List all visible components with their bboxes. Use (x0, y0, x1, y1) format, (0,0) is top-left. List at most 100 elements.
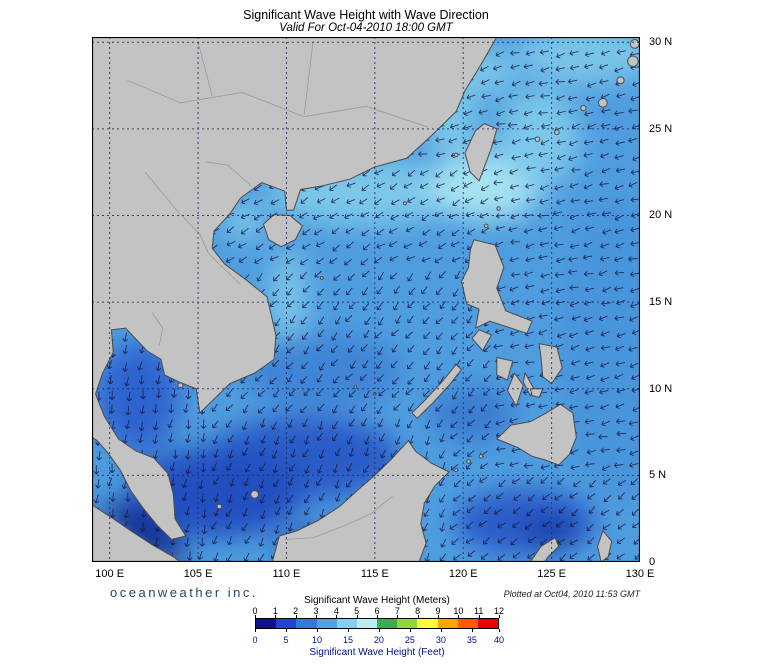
wave-direction-arrow (527, 552, 536, 559)
wave-direction-arrow (376, 286, 383, 295)
wave-direction-arrow (468, 405, 476, 414)
lon-label: 105 E (183, 568, 213, 580)
wave-direction-arrow (125, 492, 131, 502)
wave-direction-arrow (615, 361, 625, 367)
wave-direction-arrow (405, 388, 414, 395)
wave-direction-arrow (124, 419, 131, 430)
wave-direction-arrow (617, 523, 626, 530)
map-title: Significant Wave Height with Wave Direct… (243, 8, 489, 22)
wave-direction-arrow (628, 181, 638, 188)
wave-direction-arrow (539, 49, 550, 55)
wave-direction-arrow (616, 93, 626, 99)
legend-tick-mark (347, 629, 349, 632)
wave-direction-arrow (333, 375, 340, 384)
wave-direction-arrow (361, 418, 368, 427)
wave-direction-arrow (453, 494, 461, 502)
small-island (484, 224, 488, 227)
wave-direction-arrow (377, 271, 384, 281)
wave-direction-arrow (600, 376, 610, 383)
wave-direction-arrow (614, 373, 624, 380)
wave-direction-arrow (273, 389, 280, 398)
wave-direction-arrow (538, 403, 548, 410)
legend-meters-tick: 10 (453, 606, 464, 616)
wave-direction-arrow (569, 539, 579, 546)
wave-direction-arrow (569, 183, 579, 189)
wave-direction-arrow (364, 435, 370, 445)
wave-direction-arrow (201, 524, 208, 535)
wave-direction-arrow (272, 288, 280, 297)
wave-direction-arrow (301, 332, 309, 340)
wave-direction-arrow (287, 333, 295, 341)
wave-direction-arrow (434, 257, 443, 264)
wave-direction-arrow (362, 464, 370, 473)
wave-direction-arrow (583, 139, 594, 146)
wave-direction-arrow (424, 361, 431, 370)
wave-direction-arrow (496, 121, 506, 127)
wave-direction-arrow (569, 301, 579, 308)
wave-direction-arrow (509, 330, 519, 337)
wave-direction-arrow (302, 301, 310, 309)
wave-direction-arrow (568, 108, 578, 115)
wave-direction-arrow (614, 286, 624, 292)
wave-direction-arrow (184, 537, 190, 547)
wave-direction-arrow (303, 346, 310, 355)
small-island (497, 207, 501, 210)
wave-direction-arrow (287, 419, 293, 428)
wave-direction-arrow (569, 404, 579, 411)
wave-direction-arrow (480, 462, 489, 470)
wave-direction-arrow (244, 435, 250, 445)
legend-tick-mark (458, 615, 460, 618)
wave-direction-arrow (226, 521, 233, 530)
border-line (152, 312, 163, 345)
wave-direction-arrow (555, 288, 565, 294)
wave-direction-arrow (631, 374, 640, 381)
wave-direction-arrow (538, 226, 548, 233)
wave-direction-arrow (540, 93, 550, 99)
wave-direction-arrow (484, 506, 492, 515)
wave-direction-arrow (567, 95, 578, 102)
wave-direction-arrow (494, 403, 504, 409)
small-island (598, 99, 607, 108)
wave-direction-arrow (226, 462, 233, 471)
wave-direction-arrow (255, 243, 264, 251)
wave-direction-arrow (466, 478, 475, 486)
shading-east-china-sea (516, 37, 640, 86)
shading-mid-scs (242, 333, 402, 410)
wave-direction-arrow (255, 226, 264, 233)
wave-direction-arrow (496, 389, 506, 396)
wave-direction-arrow (408, 287, 416, 295)
wave-direction-arrow (463, 181, 473, 188)
wave-direction-arrow (238, 256, 247, 263)
legend-feet-tick: 5 (283, 635, 289, 645)
wave-direction-arrow (274, 495, 280, 504)
wave-direction-arrow (272, 536, 279, 546)
wave-direction-arrow (407, 403, 414, 412)
wave-direction-arrow (273, 479, 280, 488)
small-island (535, 137, 540, 142)
wave-direction-arrow (333, 273, 341, 281)
wave-direction-arrow (334, 479, 340, 489)
wave-direction-arrow (571, 360, 581, 366)
wave-direction-arrow (300, 197, 309, 204)
wave-direction-arrow (155, 388, 162, 399)
wave-direction-arrow (511, 154, 521, 161)
wave-direction-arrow (569, 65, 580, 71)
wave-direction-arrow (301, 361, 309, 369)
wave-direction-arrow (463, 125, 473, 131)
wave-direction-arrow (603, 495, 612, 502)
wave-direction-arrow (480, 65, 489, 72)
wave-direction-arrow (238, 242, 247, 249)
wave-direction-arrow (423, 508, 430, 517)
wave-direction-arrow (260, 510, 266, 520)
wave-direction-arrow (510, 197, 521, 204)
wave-direction-arrow (525, 50, 535, 57)
wave-direction-arrow (240, 213, 250, 220)
wave-direction-arrow (588, 506, 596, 514)
wave-direction-arrow (363, 447, 370, 457)
wave-direction-arrow (602, 523, 611, 530)
wave-direction-arrow (243, 477, 249, 487)
wave-direction-arrow (227, 493, 233, 504)
wave-direction-arrow (259, 447, 266, 457)
wave-direction-arrow (259, 418, 266, 428)
wave-direction-arrow (451, 538, 459, 545)
